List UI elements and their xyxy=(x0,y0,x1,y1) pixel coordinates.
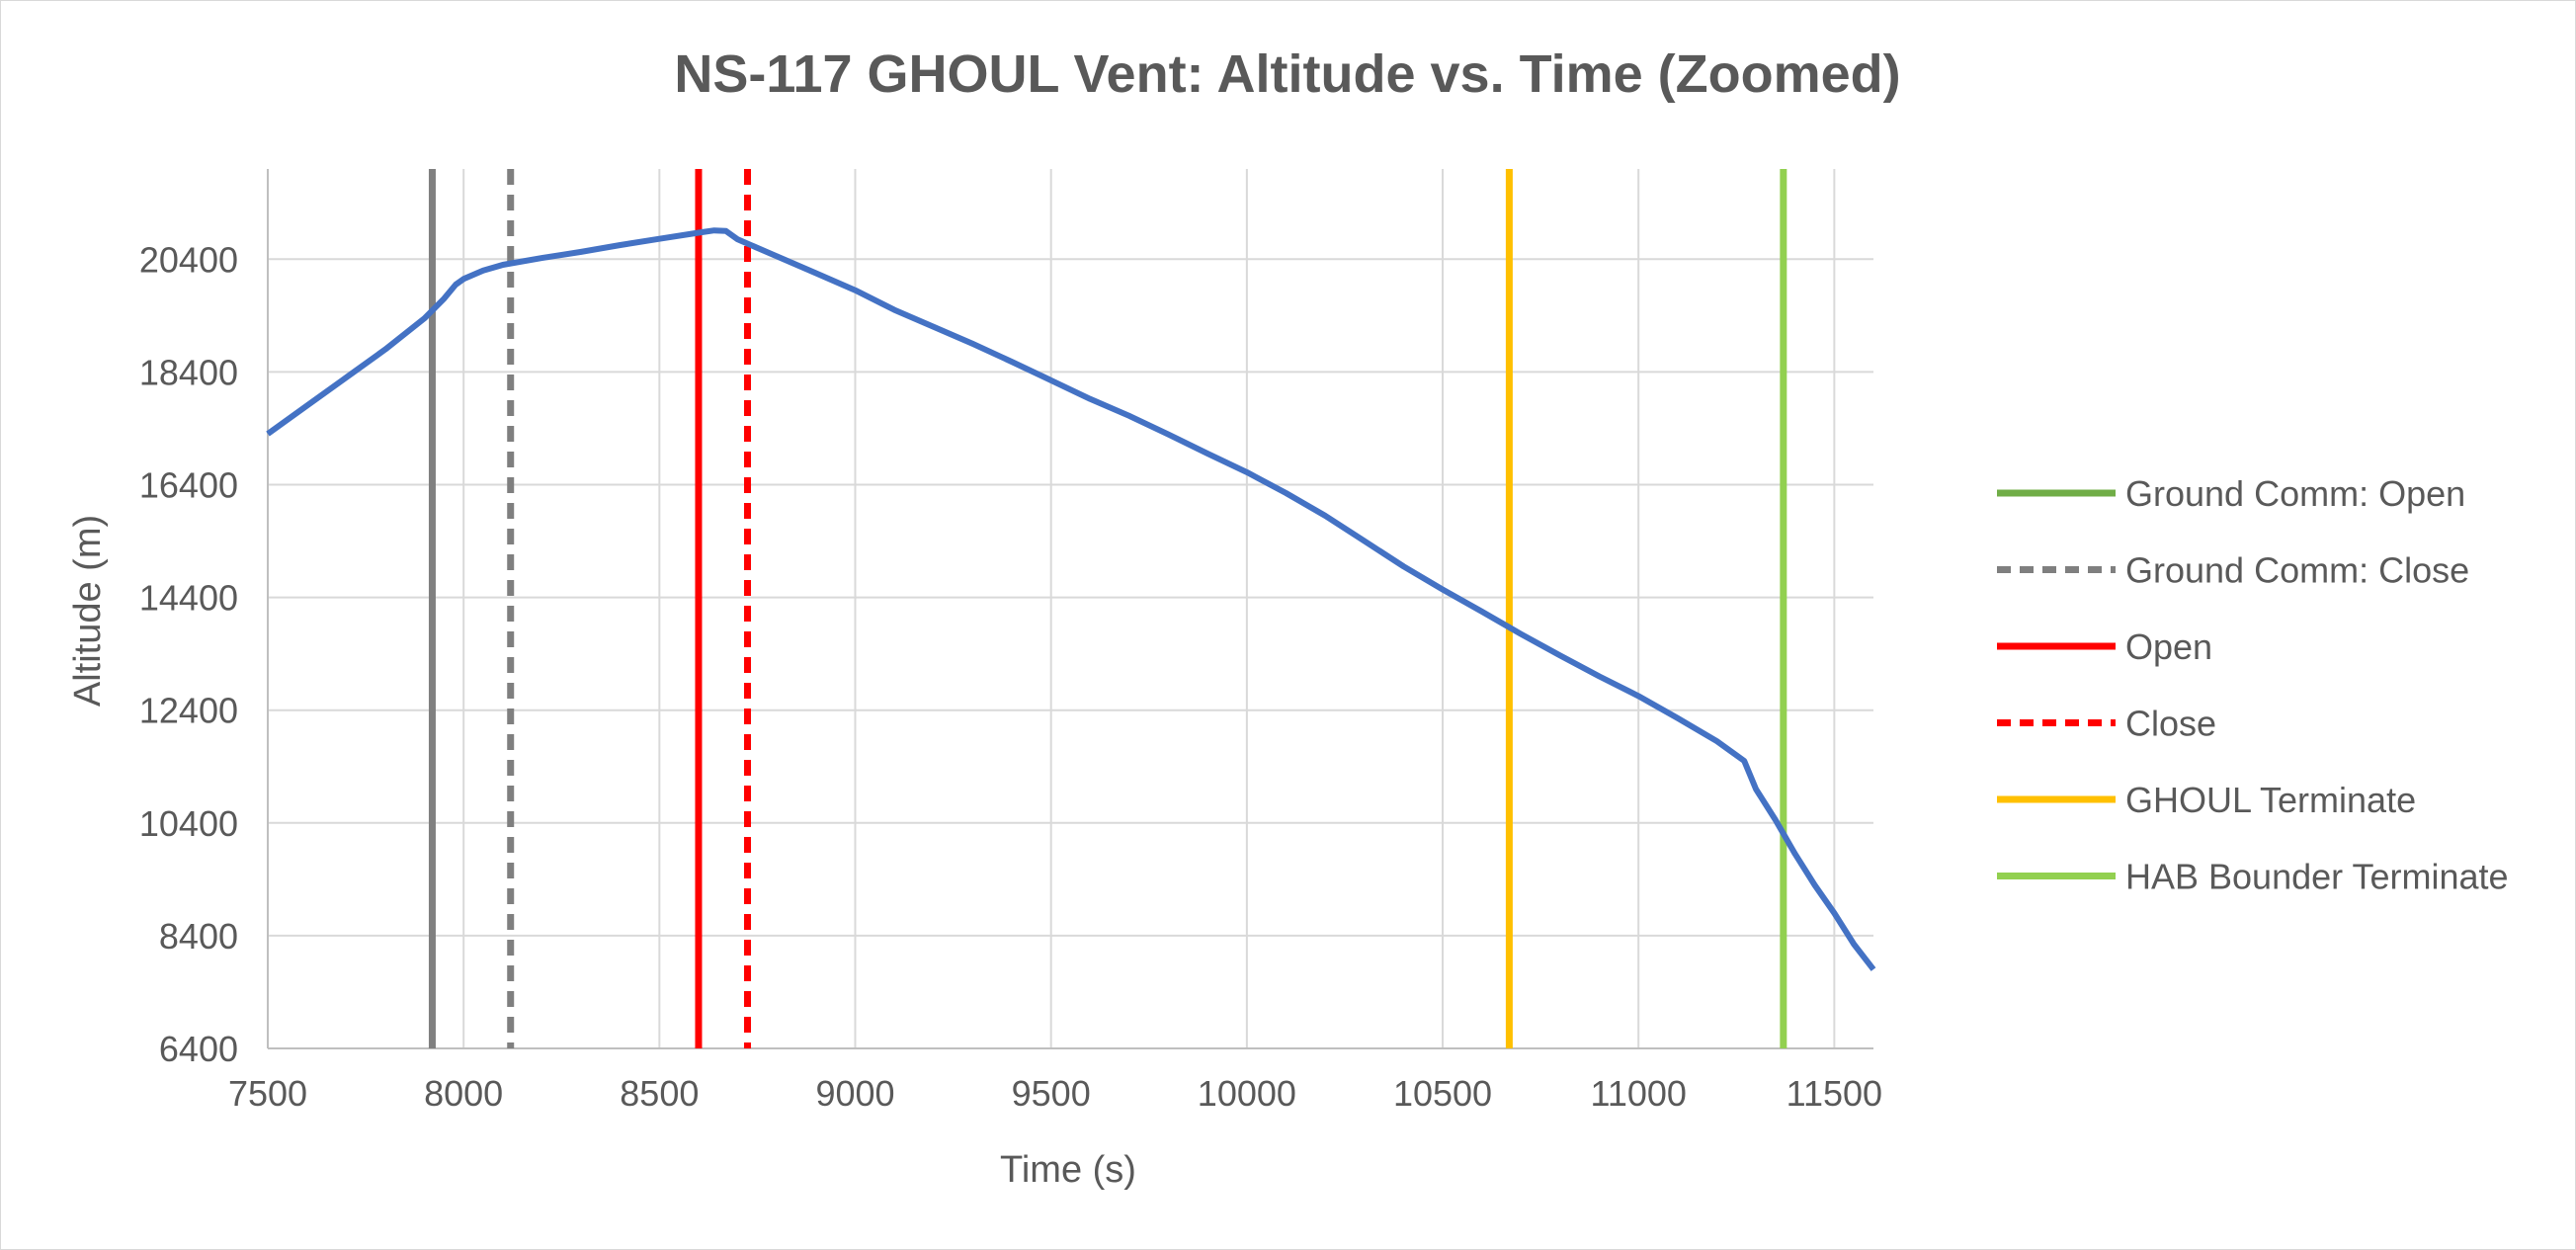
x-tick-label: 7500 xyxy=(228,1073,307,1114)
x-tick-label: 11500 xyxy=(1787,1073,1882,1114)
y-tick-label: 14400 xyxy=(139,578,238,619)
x-tick-label: 8500 xyxy=(620,1073,699,1114)
legend-label: GHOUL Terminate xyxy=(2125,780,2416,820)
y-tick-label: 8400 xyxy=(159,916,238,957)
y-tick-label: 10400 xyxy=(139,803,238,844)
x-tick-label: 9500 xyxy=(1012,1073,1091,1114)
axis-layer xyxy=(267,169,1873,1049)
x-tick-label: 9000 xyxy=(815,1073,894,1114)
chart-title: NS-117 GHOUL Vent: Altitude vs. Time (Zo… xyxy=(674,44,1900,104)
legend-label: Close xyxy=(2125,704,2216,744)
y-tick-label: 6400 xyxy=(159,1029,238,1069)
x-tick-label: 10000 xyxy=(1198,1073,1296,1114)
legend-label: HAB Bounder Terminate xyxy=(2125,857,2509,897)
y-tick-label: 18400 xyxy=(139,352,238,392)
legend-label: Ground Comm: Open xyxy=(2125,473,2465,514)
altitude-series-line xyxy=(266,227,1876,971)
event-marker-layer xyxy=(428,169,1787,1048)
legend-item: HAB Bounder Terminate xyxy=(1997,857,2509,897)
legend-label: Ground Comm: Close xyxy=(2125,550,2469,591)
tick-label-layer: 6400 8400 10400 12400 14400 16400 18400 20400 75… xyxy=(139,239,1882,1114)
y-tick-label: 20400 xyxy=(139,239,238,280)
x-tick-label: 10500 xyxy=(1393,1073,1492,1114)
y-tick-label: 12400 xyxy=(139,691,238,731)
legend-item: Open xyxy=(1997,626,2212,667)
series-layer xyxy=(266,227,1876,971)
x-tick-label: 11000 xyxy=(1590,1073,1686,1114)
legend: Ground Comm: Open Ground Comm: Close Open C… xyxy=(1997,473,2509,897)
grid-layer xyxy=(267,169,1873,1048)
legend-item: GHOUL Terminate xyxy=(1997,780,2416,820)
x-tick-label: 8000 xyxy=(424,1073,503,1114)
y-tick-label: 16400 xyxy=(139,464,238,505)
y-axis-label: Altitude (m) xyxy=(67,515,109,707)
legend-item: Ground Comm: Open xyxy=(1997,473,2465,514)
legend-item: Close xyxy=(1997,704,2216,744)
legend-label: Open xyxy=(2125,626,2212,667)
x-axis-label: Time (s) xyxy=(1000,1149,1136,1191)
legend-item: Ground Comm: Close xyxy=(1997,550,2469,591)
